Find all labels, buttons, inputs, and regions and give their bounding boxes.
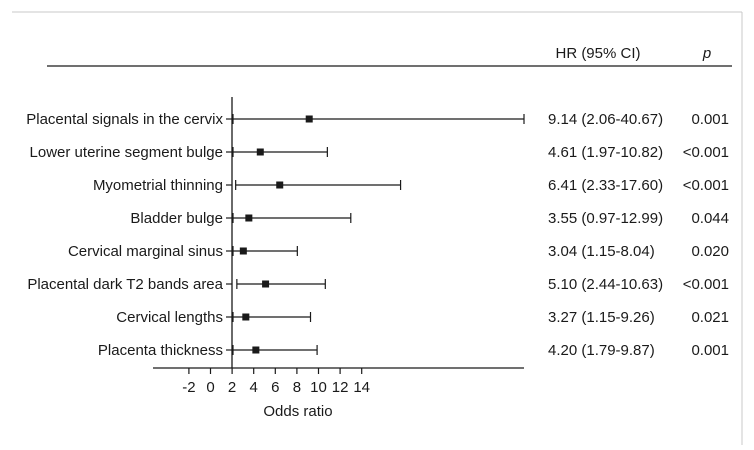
forest-row: Placental dark T2 bands area 5.10 (2.44-1… (27, 276, 729, 293)
hr-point-marker (305, 115, 313, 123)
row-label: Myometrial thinning (93, 177, 223, 194)
hr-ci-value: 4.20 (1.79-9.87) (548, 342, 655, 359)
x-tick-label: 4 (250, 379, 258, 396)
hr-ci-value: 5.10 (2.44-10.63) (548, 276, 663, 293)
forest-row: Myometrial thinning 6.41 (2.33-17.60) <0.0… (93, 177, 729, 194)
p-value: <0.001 (683, 144, 729, 161)
forest-row: Placental signals in the cervix 9.14 (2.0… (26, 111, 729, 128)
hr-point-marker (262, 280, 270, 288)
x-axis-label: Odds ratio (263, 403, 332, 420)
hr-point-marker (245, 214, 253, 222)
x-tick-label: 2 (228, 379, 236, 396)
x-tick-label: 14 (353, 379, 370, 396)
hr-column-header: HR (95% CI) (555, 45, 640, 62)
x-tick-label: 0 (206, 379, 214, 396)
hr-ci-value: 6.41 (2.33-17.60) (548, 177, 663, 194)
p-value: <0.001 (683, 177, 729, 194)
forest-rows: Placental signals in the cervix 9.14 (2.0… (26, 111, 729, 359)
p-value: 0.021 (691, 309, 729, 326)
row-label: Bladder bulge (130, 210, 223, 227)
forest-row: Placenta thickness 4.20 (1.79-9.87) 0.001 (98, 342, 729, 359)
x-tick-label: -2 (182, 379, 195, 396)
p-column-header: p (702, 45, 711, 62)
p-value: 0.020 (691, 243, 729, 260)
p-value: 0.001 (691, 111, 729, 128)
row-label: Placental signals in the cervix (26, 111, 223, 128)
p-value: 0.044 (691, 210, 729, 227)
forest-row: Cervical lengths 3.27 (1.15-9.26) 0.021 (116, 309, 729, 326)
hr-point-marker (242, 313, 250, 321)
hr-ci-value: 4.61 (1.97-10.82) (548, 144, 663, 161)
row-label: Placenta thickness (98, 342, 223, 359)
hr-ci-value: 9.14 (2.06-40.67) (548, 111, 663, 128)
row-label: Cervical marginal sinus (68, 243, 223, 260)
row-label: Lower uterine segment bulge (30, 144, 223, 161)
x-tick-label: 10 (310, 379, 327, 396)
hr-point-marker (252, 346, 260, 354)
p-value: 0.001 (691, 342, 729, 359)
forest-row: Bladder bulge 3.55 (0.97-12.99) 0.044 (130, 210, 729, 227)
x-tick-label: 12 (332, 379, 349, 396)
forest-row: Cervical marginal sinus 3.04 (1.15-8.04) 0… (68, 243, 729, 260)
x-tick-label: 8 (293, 379, 301, 396)
hr-ci-value: 3.27 (1.15-9.26) (548, 309, 655, 326)
hr-point-marker (239, 247, 247, 255)
hr-ci-value: 3.55 (0.97-12.99) (548, 210, 663, 227)
row-label: Placental dark T2 bands area (27, 276, 223, 293)
forest-row: Lower uterine segment bulge 4.61 (1.97-10… (30, 144, 729, 161)
x-axis-ticks: -2 0 2 4 6 8 10 12 14 (182, 368, 370, 396)
p-value: <0.001 (683, 276, 729, 293)
hr-point-marker (276, 181, 284, 189)
hr-ci-value: 3.04 (1.15-8.04) (548, 243, 655, 260)
row-label: Cervical lengths (116, 309, 223, 326)
hr-point-marker (256, 148, 264, 156)
x-tick-label: 6 (271, 379, 279, 396)
